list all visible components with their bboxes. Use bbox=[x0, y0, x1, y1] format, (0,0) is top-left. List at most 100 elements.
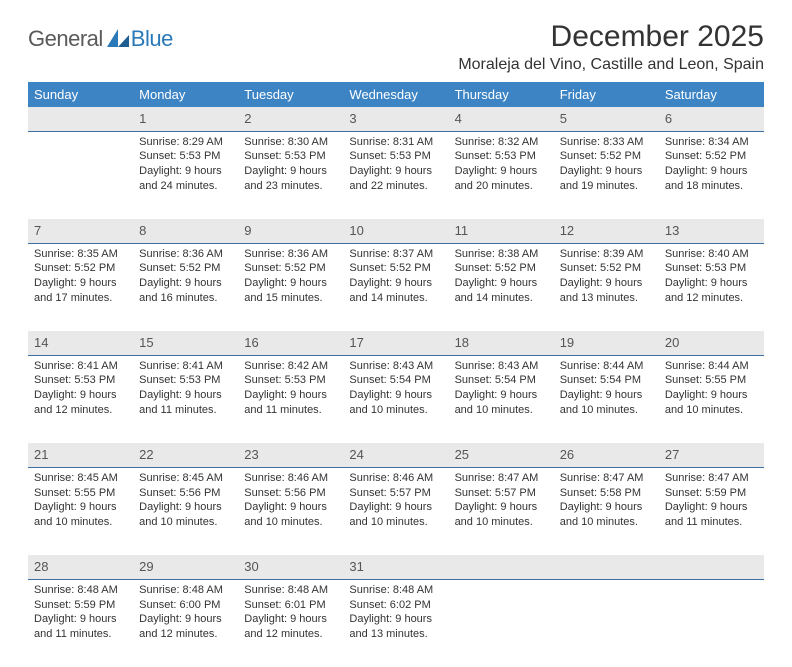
day-number-cell: 14 bbox=[28, 331, 133, 355]
day-cell: Sunrise: 8:32 AMSunset: 5:53 PMDaylight:… bbox=[449, 131, 554, 219]
day-cell: Sunrise: 8:40 AMSunset: 5:53 PMDaylight:… bbox=[659, 243, 764, 331]
week-row: Sunrise: 8:29 AMSunset: 5:53 PMDaylight:… bbox=[28, 131, 764, 219]
day-cell: Sunrise: 8:45 AMSunset: 5:56 PMDaylight:… bbox=[133, 467, 238, 555]
daylight-line: Daylight: 9 hours and 10 minutes. bbox=[455, 388, 548, 418]
day-cell: Sunrise: 8:47 AMSunset: 5:59 PMDaylight:… bbox=[659, 467, 764, 555]
sunset-line: Sunset: 5:53 PM bbox=[349, 149, 442, 164]
sunrise-line: Sunrise: 8:37 AM bbox=[349, 247, 442, 262]
day-cell: Sunrise: 8:35 AMSunset: 5:52 PMDaylight:… bbox=[28, 243, 133, 331]
sunrise-line: Sunrise: 8:42 AM bbox=[244, 359, 337, 374]
daylight-line: Daylight: 9 hours and 10 minutes. bbox=[455, 500, 548, 530]
day-number-cell: 20 bbox=[659, 331, 764, 355]
sunset-line: Sunset: 5:54 PM bbox=[455, 373, 548, 388]
daylight-line: Daylight: 9 hours and 19 minutes. bbox=[560, 164, 653, 194]
daylight-line: Daylight: 9 hours and 16 minutes. bbox=[139, 276, 232, 306]
day-number-cell: 30 bbox=[238, 555, 343, 579]
day-cell: Sunrise: 8:41 AMSunset: 5:53 PMDaylight:… bbox=[133, 355, 238, 443]
day-cell: Sunrise: 8:48 AMSunset: 5:59 PMDaylight:… bbox=[28, 579, 133, 667]
day-number-cell: 18 bbox=[449, 331, 554, 355]
sunrise-line: Sunrise: 8:48 AM bbox=[34, 583, 127, 598]
sunset-line: Sunset: 5:54 PM bbox=[349, 373, 442, 388]
page-title: December 2025 bbox=[458, 20, 764, 54]
daylight-line: Daylight: 9 hours and 14 minutes. bbox=[455, 276, 548, 306]
sunset-line: Sunset: 5:52 PM bbox=[455, 261, 548, 276]
daylight-line: Daylight: 9 hours and 11 minutes. bbox=[139, 388, 232, 418]
sunrise-line: Sunrise: 8:41 AM bbox=[139, 359, 232, 374]
day-number-cell: 19 bbox=[554, 331, 659, 355]
daylight-line: Daylight: 9 hours and 15 minutes. bbox=[244, 276, 337, 306]
daylight-line: Daylight: 9 hours and 12 minutes. bbox=[34, 388, 127, 418]
sunset-line: Sunset: 5:57 PM bbox=[455, 486, 548, 501]
daynum-row: 28293031 bbox=[28, 555, 764, 579]
day-number-cell: 17 bbox=[343, 331, 448, 355]
day-number-cell: 12 bbox=[554, 219, 659, 243]
sunrise-line: Sunrise: 8:47 AM bbox=[560, 471, 653, 486]
logo-mark-icon bbox=[107, 29, 129, 47]
logo-text-blue: Blue bbox=[131, 26, 173, 52]
sunset-line: Sunset: 5:52 PM bbox=[34, 261, 127, 276]
day-number-cell: 4 bbox=[449, 107, 554, 131]
week-row: Sunrise: 8:35 AMSunset: 5:52 PMDaylight:… bbox=[28, 243, 764, 331]
daylight-line: Daylight: 9 hours and 10 minutes. bbox=[139, 500, 232, 530]
day-cell: Sunrise: 8:43 AMSunset: 5:54 PMDaylight:… bbox=[343, 355, 448, 443]
daylight-line: Daylight: 9 hours and 14 minutes. bbox=[349, 276, 442, 306]
day-number-cell: 2 bbox=[238, 107, 343, 131]
sunrise-line: Sunrise: 8:43 AM bbox=[349, 359, 442, 374]
day-cell: Sunrise: 8:29 AMSunset: 5:53 PMDaylight:… bbox=[133, 131, 238, 219]
daylight-line: Daylight: 9 hours and 10 minutes. bbox=[560, 388, 653, 418]
daynum-row: 78910111213 bbox=[28, 219, 764, 243]
sunrise-line: Sunrise: 8:39 AM bbox=[560, 247, 653, 262]
sunset-line: Sunset: 5:52 PM bbox=[139, 261, 232, 276]
sunset-line: Sunset: 5:53 PM bbox=[455, 149, 548, 164]
sunset-line: Sunset: 5:57 PM bbox=[349, 486, 442, 501]
sunrise-line: Sunrise: 8:45 AM bbox=[34, 471, 127, 486]
daynum-row: 21222324252627 bbox=[28, 443, 764, 467]
weekday-header: Tuesday bbox=[238, 82, 343, 107]
day-cell: Sunrise: 8:48 AMSunset: 6:01 PMDaylight:… bbox=[238, 579, 343, 667]
daylight-line: Daylight: 9 hours and 11 minutes. bbox=[34, 612, 127, 642]
daylight-line: Daylight: 9 hours and 12 minutes. bbox=[665, 276, 758, 306]
header: General Blue December 2025 Moraleja del … bbox=[28, 20, 764, 74]
day-cell bbox=[554, 579, 659, 667]
sunrise-line: Sunrise: 8:32 AM bbox=[455, 135, 548, 150]
calendar-table: SundayMondayTuesdayWednesdayThursdayFrid… bbox=[28, 82, 764, 667]
day-cell: Sunrise: 8:36 AMSunset: 5:52 PMDaylight:… bbox=[133, 243, 238, 331]
sunrise-line: Sunrise: 8:48 AM bbox=[244, 583, 337, 598]
sunset-line: Sunset: 5:53 PM bbox=[34, 373, 127, 388]
day-cell: Sunrise: 8:46 AMSunset: 5:56 PMDaylight:… bbox=[238, 467, 343, 555]
sunrise-line: Sunrise: 8:38 AM bbox=[455, 247, 548, 262]
sunrise-line: Sunrise: 8:35 AM bbox=[34, 247, 127, 262]
day-cell bbox=[449, 579, 554, 667]
day-number-cell: 5 bbox=[554, 107, 659, 131]
day-cell bbox=[28, 131, 133, 219]
day-number-cell: 16 bbox=[238, 331, 343, 355]
sunrise-line: Sunrise: 8:31 AM bbox=[349, 135, 442, 150]
sunset-line: Sunset: 5:53 PM bbox=[139, 149, 232, 164]
day-cell: Sunrise: 8:34 AMSunset: 5:52 PMDaylight:… bbox=[659, 131, 764, 219]
day-cell: Sunrise: 8:47 AMSunset: 5:57 PMDaylight:… bbox=[449, 467, 554, 555]
sunrise-line: Sunrise: 8:45 AM bbox=[139, 471, 232, 486]
sunrise-line: Sunrise: 8:47 AM bbox=[455, 471, 548, 486]
sunrise-line: Sunrise: 8:41 AM bbox=[34, 359, 127, 374]
day-number-cell bbox=[449, 555, 554, 579]
sunset-line: Sunset: 5:56 PM bbox=[139, 486, 232, 501]
daylight-line: Daylight: 9 hours and 10 minutes. bbox=[560, 500, 653, 530]
sunrise-line: Sunrise: 8:48 AM bbox=[139, 583, 232, 598]
daylight-line: Daylight: 9 hours and 11 minutes. bbox=[665, 500, 758, 530]
sunrise-line: Sunrise: 8:40 AM bbox=[665, 247, 758, 262]
day-cell: Sunrise: 8:38 AMSunset: 5:52 PMDaylight:… bbox=[449, 243, 554, 331]
day-cell: Sunrise: 8:46 AMSunset: 5:57 PMDaylight:… bbox=[343, 467, 448, 555]
daylight-line: Daylight: 9 hours and 12 minutes. bbox=[244, 612, 337, 642]
weekday-header: Thursday bbox=[449, 82, 554, 107]
day-number-cell: 13 bbox=[659, 219, 764, 243]
daylight-line: Daylight: 9 hours and 10 minutes. bbox=[349, 500, 442, 530]
daynum-row: 14151617181920 bbox=[28, 331, 764, 355]
daylight-line: Daylight: 9 hours and 13 minutes. bbox=[349, 612, 442, 642]
day-cell: Sunrise: 8:48 AMSunset: 6:02 PMDaylight:… bbox=[343, 579, 448, 667]
sunrise-line: Sunrise: 8:44 AM bbox=[560, 359, 653, 374]
day-cell: Sunrise: 8:42 AMSunset: 5:53 PMDaylight:… bbox=[238, 355, 343, 443]
daylight-line: Daylight: 9 hours and 20 minutes. bbox=[455, 164, 548, 194]
day-number-cell: 15 bbox=[133, 331, 238, 355]
daylight-line: Daylight: 9 hours and 10 minutes. bbox=[665, 388, 758, 418]
day-cell: Sunrise: 8:33 AMSunset: 5:52 PMDaylight:… bbox=[554, 131, 659, 219]
